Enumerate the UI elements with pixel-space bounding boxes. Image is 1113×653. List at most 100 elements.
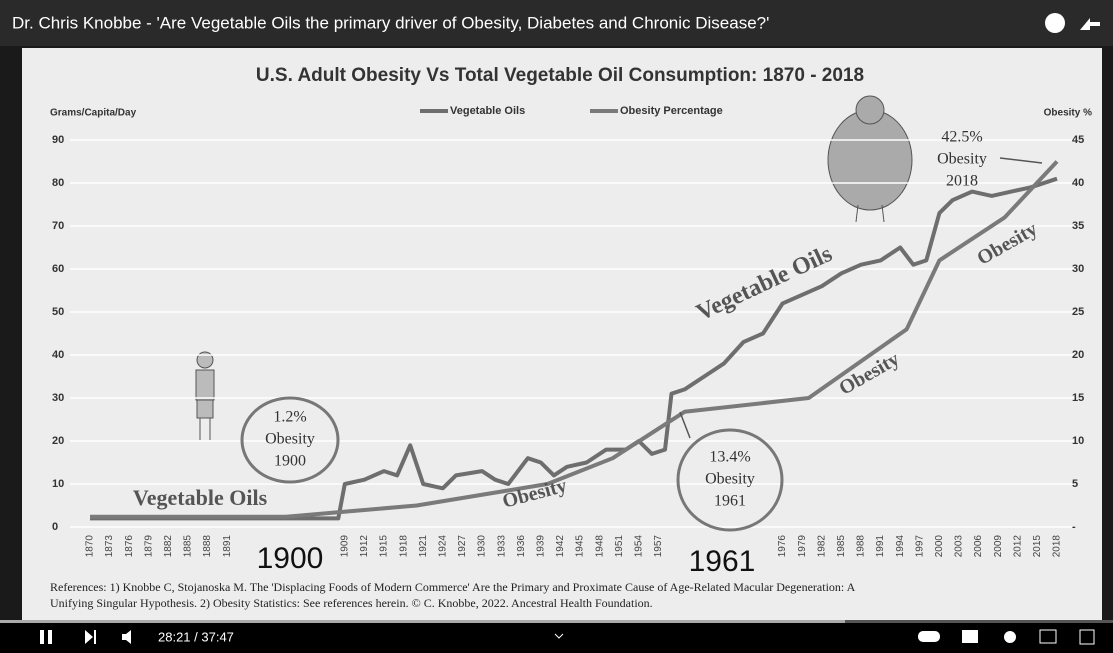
pause-button-bar[interactable] <box>48 630 52 644</box>
x-tick-label: 1882 <box>163 535 174 558</box>
y2-tick-label: 35 <box>1072 220 1084 232</box>
x-tick-label: 1888 <box>202 535 213 558</box>
y-tick-label: 60 <box>52 263 64 275</box>
x-tick-label: 1909 <box>339 535 350 558</box>
x-tick-label: 1870 <box>85 535 96 558</box>
annotation-line: 2018 <box>946 173 978 190</box>
annotation-line: 1900 <box>274 453 306 470</box>
x-tick-label: 2015 <box>1032 535 1043 558</box>
y2-axis-label: Obesity % <box>1044 108 1092 119</box>
y-tick-label: 70 <box>52 220 64 232</box>
progress-played[interactable] <box>0 620 845 623</box>
legend-label: Vegetable Oils <box>450 105 525 117</box>
y2-tick-label: 10 <box>1072 435 1084 447</box>
y2-tick-label: 45 <box>1072 134 1084 146</box>
x-tick-label: 1942 <box>555 535 566 558</box>
pause-button[interactable] <box>40 630 44 644</box>
x-tick-label: 1997 <box>914 535 925 558</box>
x-tick-label: 1991 <box>875 535 886 558</box>
x-tick-label: 2009 <box>993 535 1004 558</box>
annotation-line: 42.5% <box>941 129 982 146</box>
chart-title: U.S. Adult Obesity Vs Total Vegetable Oi… <box>256 65 864 86</box>
y-tick-label: 20 <box>52 435 64 447</box>
annotation-line: Obesity <box>265 431 315 448</box>
x-tick-label: 1918 <box>398 535 409 558</box>
annotation-circle <box>240 396 340 484</box>
annotation: 1900 <box>257 542 324 575</box>
controls <box>40 629 1095 645</box>
series-line <box>90 176 1058 521</box>
x-tick-label: 2018 <box>1052 535 1063 558</box>
settings-button[interactable] <box>1004 631 1016 643</box>
y-axis-label: Grams/Capita/Day <box>50 108 137 119</box>
y2-tick-label: 5 <box>1072 478 1078 490</box>
annotation-line: Obesity <box>705 471 755 488</box>
annotation-line: 1961 <box>714 493 746 510</box>
legend-label: Obesity Percentage <box>620 105 723 117</box>
x-tick-label: 1982 <box>816 535 827 558</box>
x-tick-label: 1930 <box>477 535 488 558</box>
annotation-circle <box>676 428 784 532</box>
x-tick-label: 2012 <box>1012 535 1023 558</box>
annotation-pointer <box>999 157 1043 164</box>
y2-tick-label: - <box>1072 521 1076 533</box>
x-tick-label: 2000 <box>934 535 945 558</box>
reference-line: Unifying Singular Hypothesis. 2) Obesity… <box>50 596 653 610</box>
x-tick-label: 1939 <box>535 535 546 558</box>
x-tick-label: 1979 <box>797 535 808 558</box>
x-tick-label: 1921 <box>418 535 429 558</box>
annotation: 1961 <box>689 545 756 578</box>
y2-tick-label: 15 <box>1072 392 1084 404</box>
x-tick-label: 1988 <box>856 535 867 558</box>
time-display: 28:21 / 37:47 <box>158 629 234 644</box>
annotation-pointer <box>679 411 691 439</box>
x-tick-label: 2006 <box>973 535 984 558</box>
x-tick-label: 1933 <box>496 535 507 558</box>
y-tick-label: 10 <box>52 478 64 490</box>
autoplay-toggle[interactable] <box>918 631 940 642</box>
x-tick-label: 2003 <box>954 535 965 558</box>
progress-remaining[interactable] <box>845 620 1113 623</box>
captions-button[interactable] <box>962 630 978 643</box>
annotation: Vegetable Oils <box>133 485 268 510</box>
x-tick-label: 1985 <box>836 535 847 558</box>
expand-chevron[interactable] <box>554 633 564 639</box>
x-tick-label: 1879 <box>143 535 154 558</box>
x-tick-label: 1948 <box>594 535 605 558</box>
x-tick-label: 1957 <box>653 535 664 558</box>
series-line <box>90 160 1059 519</box>
x-tick-label: 1873 <box>104 535 115 558</box>
watch-later[interactable] <box>1045 13 1065 33</box>
x-tick-label: 1927 <box>457 535 468 558</box>
annotation-line: Obesity <box>937 151 987 168</box>
y-tick-label: 50 <box>52 306 64 318</box>
cast-button[interactable] <box>1039 629 1057 644</box>
obese-man-figure <box>827 95 913 223</box>
fullscreen-button[interactable] <box>1079 629 1095 645</box>
y2-tick-label: 25 <box>1072 306 1084 318</box>
volume-button[interactable] <box>122 630 131 644</box>
y2-tick-label: 30 <box>1072 263 1084 275</box>
slide <box>22 48 1102 620</box>
x-tick-label: 1945 <box>575 535 586 558</box>
video-title[interactable]: Dr. Chris Knobbe - 'Are Vegetable Oils t… <box>12 13 769 32</box>
y-tick-label: 30 <box>52 392 64 404</box>
x-tick-label: 1891 <box>222 535 233 558</box>
y2-tick-label: 40 <box>1072 177 1084 189</box>
x-tick-label: 1885 <box>183 535 194 558</box>
share[interactable] <box>1080 18 1100 30</box>
x-tick-label: 1951 <box>614 535 625 558</box>
x-tick-label: 1936 <box>516 535 527 558</box>
title-bar <box>0 0 1113 46</box>
x-tick-label: 1994 <box>895 535 906 558</box>
annotation-line: 1.2% <box>273 409 306 426</box>
x-tick-label: 1924 <box>437 535 448 558</box>
thin-man-figure <box>195 351 215 440</box>
reference-line: References: 1) Knobbe C, Stojanoska M. T… <box>50 580 856 594</box>
next-button[interactable] <box>85 630 96 644</box>
x-tick-label: 1912 <box>359 535 370 558</box>
x-tick-label: 1876 <box>124 535 135 558</box>
y-tick-label: 40 <box>52 349 64 361</box>
y2-tick-label: 20 <box>1072 349 1084 361</box>
